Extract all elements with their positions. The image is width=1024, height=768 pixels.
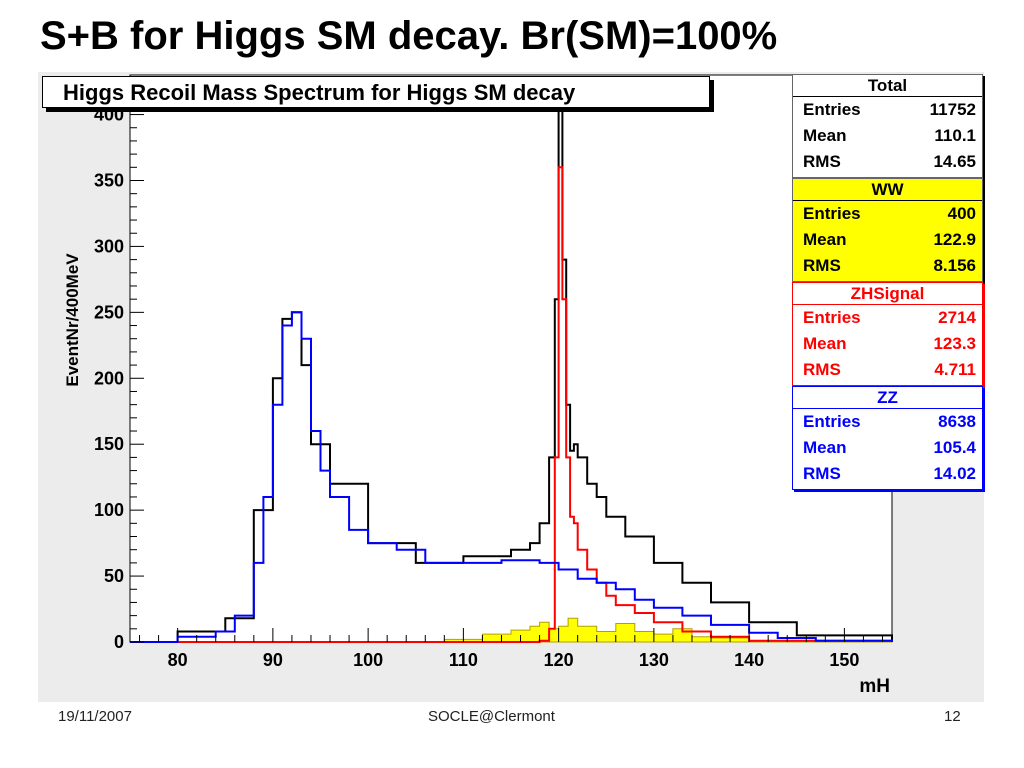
y-tick-label: 250 [94, 302, 124, 322]
stats-box-name: ZZ [793, 387, 982, 409]
stats-box-name: WW [793, 179, 982, 201]
x-axis-label: mH [859, 676, 890, 697]
stats-row-label: Mean [803, 230, 847, 249]
stats-row-label: RMS [803, 152, 841, 171]
series-zhsignal-line [130, 166, 893, 643]
stats-row-label: Entries [803, 100, 861, 119]
x-tick-label: 130 [639, 650, 669, 670]
stats-row-value: 8638 [938, 412, 976, 431]
stats-row-value: 8.156 [933, 256, 976, 275]
stats-row: Entries 400 [793, 201, 982, 227]
stats-box-2: ZHSignal Entries 2714 Mean 123.3 RMS 4.711 [792, 282, 983, 386]
stats-row-value: 123.3 [933, 334, 976, 353]
x-tick-label: 80 [168, 650, 188, 670]
y-tick-label: 400 [94, 105, 124, 125]
y-tick-label: 200 [94, 368, 124, 388]
stats-row-label: Entries [803, 412, 861, 431]
stats-row: RMS 14.02 [793, 461, 982, 487]
y-tick-label: 300 [94, 236, 124, 256]
stats-row-value: 14.02 [933, 464, 976, 483]
x-tick-label: 140 [734, 650, 764, 670]
stats-row-label: RMS [803, 464, 841, 483]
stats-row: RMS 4.711 [793, 357, 982, 383]
x-tick-label: 150 [829, 650, 859, 670]
stats-box-1: WW Entries 400 Mean 122.9 RMS 8.156 [792, 178, 983, 282]
stats-row-label: Mean [803, 126, 847, 145]
series-zz-line [130, 311, 893, 643]
x-tick-label: 110 [449, 650, 478, 670]
stats-row-value: 14.65 [933, 152, 976, 171]
stats-box-name: ZHSignal [793, 283, 982, 305]
stats-row: Mean 105.4 [793, 435, 982, 461]
stats-row-label: Entries [803, 308, 861, 327]
stats-row: Mean 123.3 [793, 331, 982, 357]
stats-box-0: Total Entries 11752 Mean 110.1 RMS 14.65 [792, 74, 983, 178]
plot-frame [129, 74, 893, 643]
slide-title: S+B for Higgs SM decay. Br(SM)=100% [40, 14, 778, 58]
stats-row: Entries 8638 [793, 409, 982, 435]
series-layer [130, 87, 893, 643]
y-tick-label: 50 [104, 566, 124, 586]
stats-row: RMS 8.156 [793, 253, 982, 279]
x-tick-label: 90 [263, 650, 283, 670]
stats-row-value: 122.9 [933, 230, 976, 249]
stats-row-value: 400 [947, 204, 976, 223]
stats-row: Mean 122.9 [793, 227, 982, 253]
y-tick-label: 350 [94, 170, 124, 190]
x-tick-label: 100 [353, 650, 383, 670]
footer-date: 19/11/2007 [58, 708, 132, 725]
x-tick-label: 120 [544, 650, 574, 670]
stats-row-value: 11752 [929, 100, 976, 119]
stats-row-value: 110.1 [934, 126, 976, 145]
stats-row-label: Mean [803, 438, 847, 457]
stats-row: Entries 11752 [793, 97, 982, 123]
y-axis-label: EventNr/400MeV [63, 253, 82, 387]
stats-row-value: 4.711 [934, 360, 976, 379]
footer-venue: SOCLE@Clermont [428, 708, 555, 725]
stats-row-label: Entries [803, 204, 861, 223]
y-tick-label: 100 [94, 500, 124, 520]
y-tick-label: 150 [94, 434, 124, 454]
stats-row-label: RMS [803, 360, 841, 379]
y-tick-label: 0 [114, 632, 124, 652]
axes-layer: 80 90 100 110 120 130 140 150 0 50 100 150 200 250 300… [94, 87, 883, 670]
stats-row-label: Mean [803, 334, 847, 353]
stats-row-label: RMS [803, 256, 841, 275]
series-ww-fill [130, 617, 893, 643]
histogram-title: Higgs Recoil Mass Spectrum for Higgs SM … [42, 76, 710, 108]
stats-row: Entries 2714 [793, 305, 982, 331]
stats-row: RMS 14.65 [793, 149, 982, 175]
stats-box-3: ZZ Entries 8638 Mean 105.4 RMS 14.02 [792, 386, 983, 490]
stats-row: Mean 110.1 [793, 123, 982, 149]
stats-row-value: 105.4 [933, 438, 976, 457]
footer-page-number: 12 [944, 708, 961, 725]
stats-row-value: 2714 [938, 308, 976, 327]
stats-box-name: Total [793, 75, 982, 97]
